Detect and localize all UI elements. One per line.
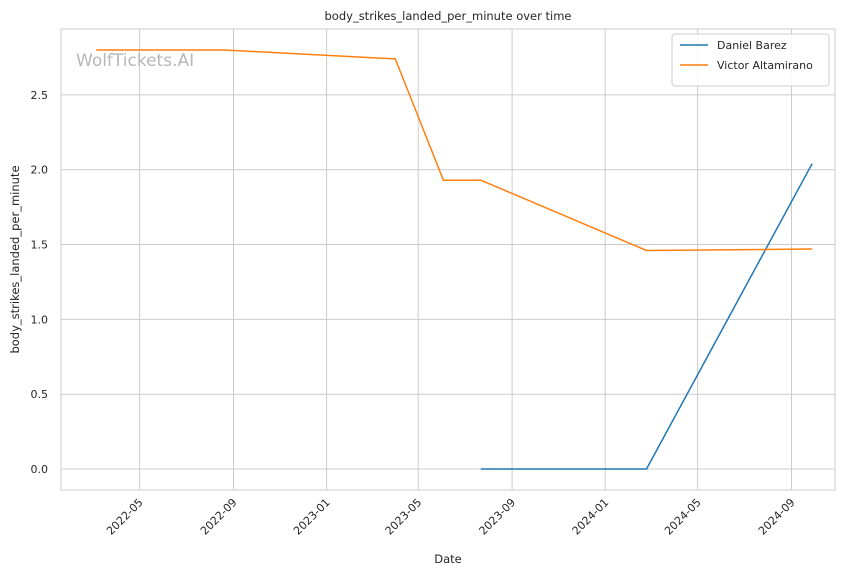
series-line-2 [96,49,813,252]
y-tick-label: 2.5 [31,89,49,102]
legend-label: Daniel Barez [717,39,787,52]
plot-frame [60,28,836,491]
legend-box [671,33,830,87]
y-tick-label: 0.5 [31,388,49,401]
legend: Daniel Barez Victor Altamirano [671,33,830,87]
y-tick-label: 1.0 [31,313,49,326]
series-layer [96,49,813,470]
watermark-text: WolfTickets.AI [76,51,194,71]
chart-title: body_strikes_landed_per_minute over time [325,9,572,23]
y-tick-label: 0.0 [31,463,49,476]
y-tick-label: 2.0 [31,164,49,177]
legend-label: Victor Altamirano [717,59,813,72]
x-axis-label: Date [434,552,462,566]
y-axis-label: body_strikes_landed_per_minute [8,165,22,353]
y-axis-ticks: 0.0 0.5 1.0 1.5 2.0 2.5 [31,89,49,476]
grid [61,29,835,490]
series-line-1 [480,163,813,470]
y-tick-label: 1.5 [31,239,49,252]
